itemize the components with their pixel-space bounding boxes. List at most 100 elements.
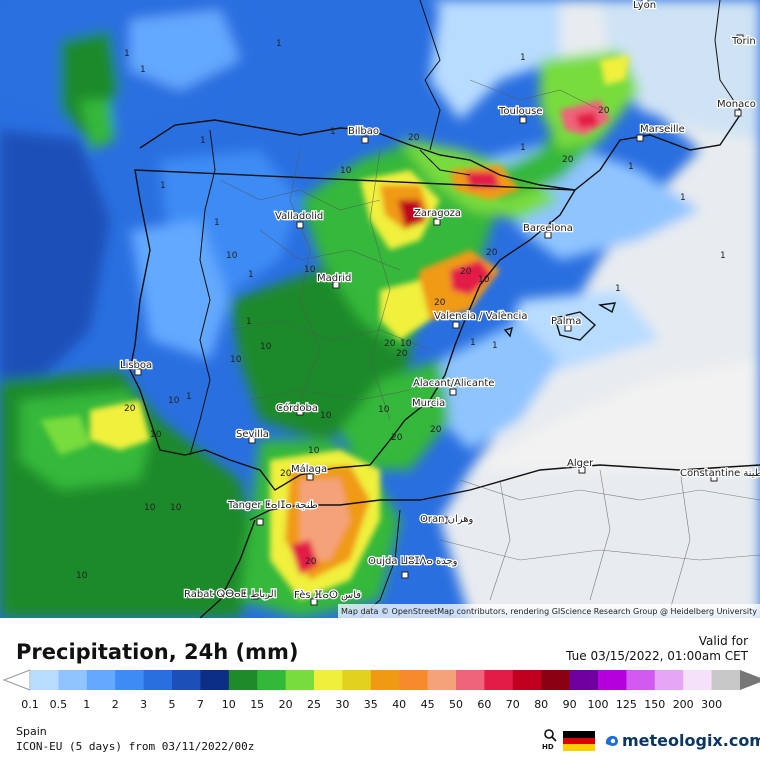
scale-label: 40 <box>392 698 407 711</box>
valid-for-label: Valid for <box>698 634 748 648</box>
scale-label: 30 <box>335 698 350 711</box>
coastlines <box>129 114 760 618</box>
scale-swatch <box>115 670 145 690</box>
city-name: Tanger ⵟⴰⵏⵊⴰ ﻃﻨﺠﺔ <box>227 500 318 511</box>
city-name: Lyon <box>633 0 656 11</box>
contour-label: 1 <box>246 317 252 327</box>
city-name: Bilbao <box>348 126 379 137</box>
city-name: Oujda ⵡⵓⵊⴷⴰ ﻭﺟﺪﺓ <box>368 556 458 567</box>
city-marker <box>710 474 718 482</box>
city-marker <box>519 116 527 124</box>
contour-label: 10 <box>308 446 320 456</box>
contour-label: 20 <box>434 298 446 308</box>
city-name: Barcelona <box>523 223 573 234</box>
meteologix-logo-icon <box>605 735 618 746</box>
city-labels: Lyon Torin Toulouse Monaco Marseille Bilbao Va… <box>119 0 760 606</box>
city-name: Valencia / València <box>434 310 527 322</box>
scale-swatch <box>399 670 429 690</box>
scale-swatch <box>285 670 315 690</box>
scale-swatch <box>683 670 713 690</box>
hd-toggle[interactable]: HD <box>540 728 560 754</box>
city-name: Alacant/Alicante <box>413 378 494 389</box>
city-marker <box>440 516 448 524</box>
scale-label: 200 <box>672 698 694 711</box>
contour-label: 20 <box>124 404 136 414</box>
city-name: Fès ⴼⴰⵙ ﻓﺎﺱ <box>294 589 361 601</box>
scale-swatch <box>200 670 230 690</box>
scale-label: 25 <box>307 698 321 711</box>
scale-swatch <box>342 670 372 690</box>
city-marker <box>433 218 441 226</box>
city-marker <box>401 571 409 579</box>
scale-swatch <box>427 670 457 690</box>
contour-label: 1 <box>276 39 282 49</box>
city-marker <box>310 598 318 606</box>
city-name: Zaragoza <box>414 208 461 219</box>
admin-borders <box>219 79 760 611</box>
city-marker <box>306 473 314 481</box>
city-name: Toulouse <box>498 106 542 117</box>
contour-label: 20 <box>598 106 610 116</box>
region-label: Spain <box>16 725 47 738</box>
scale-label: 10 <box>221 698 236 711</box>
scale-label: 1 <box>83 698 91 711</box>
scale-swatch <box>598 670 627 690</box>
hd-label: HD <box>542 743 554 751</box>
scale-swatch <box>569 670 599 690</box>
attribution-box <box>338 604 760 618</box>
contour-label: 1 <box>470 338 476 348</box>
contour-label: 10 <box>230 355 242 365</box>
city-marker <box>256 518 264 526</box>
valid-time: Tue 03/15/2022, 01:00am CET <box>566 649 748 663</box>
scale-label: 20 <box>278 698 293 711</box>
heavy-precipitation-cores <box>40 55 630 600</box>
contour-label: 1 <box>214 218 220 228</box>
scale-label: 3 <box>140 698 148 711</box>
city-name: Constantine ﻗﺴﻨﻄﻴﻨﺔ <box>680 468 760 479</box>
contour-label: 20 <box>305 557 317 567</box>
city-name: Palma <box>551 316 581 327</box>
scale-label: 125 <box>615 698 637 711</box>
scale-swatch <box>512 670 542 690</box>
brand-name[interactable]: meteologix.com <box>622 731 760 750</box>
scale-label: 70 <box>505 698 520 711</box>
contour-label: 1 <box>248 270 254 280</box>
city-marker <box>248 436 256 444</box>
contour-label: 1 <box>140 65 146 75</box>
scale-swatch <box>257 670 287 690</box>
scale-label: 2 <box>111 698 119 711</box>
scale-label: 60 <box>477 698 492 711</box>
scale-swatch <box>172 670 201 690</box>
contour-label: 10 <box>260 342 272 352</box>
contour-label: 10 <box>144 503 156 513</box>
scale-label: 50 <box>449 698 463 711</box>
city-marker <box>332 281 340 289</box>
city-name: Rabat ⵕⴱⴰⵟ ﺍﻟﺮﺑﺎﻁ <box>184 589 276 600</box>
contour-label: 1 <box>160 181 166 191</box>
city-name: Murcia <box>412 398 445 409</box>
scale-label: 7 <box>196 698 204 711</box>
contour-label: 20 <box>391 433 403 443</box>
scale-swatch <box>456 670 485 690</box>
scale-label: 100 <box>587 698 609 711</box>
scale-label: 90 <box>562 698 577 711</box>
scale-label: 150 <box>644 698 666 711</box>
city-name: Córdoba <box>276 402 318 414</box>
legend-panel: Precipitation, 24h (mm) Valid for Tue 03… <box>0 618 760 760</box>
city-marker <box>134 368 142 376</box>
city-marker <box>564 324 572 332</box>
model-run-label: ICON-EU (5 days) from 03/11/2022/00z <box>16 740 255 753</box>
scale-label: 15 <box>250 698 265 711</box>
scale-label: 80 <box>534 698 549 711</box>
city-name: Lisboa <box>120 360 152 371</box>
scale-swatch <box>58 670 88 690</box>
scale-swatch <box>711 670 741 690</box>
map-attribution: Map data © OpenStreetMap contributors, r… <box>341 607 757 616</box>
city-marker <box>452 321 460 329</box>
scale-swatch <box>484 670 514 690</box>
city-marker <box>296 408 304 416</box>
city-marker <box>734 109 742 117</box>
city-marker <box>361 136 369 144</box>
